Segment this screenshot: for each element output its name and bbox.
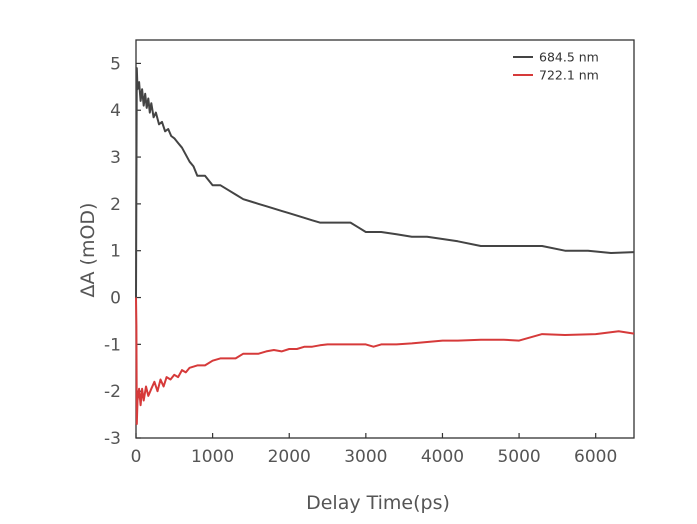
y-axis: -3 -2 -1 0 1 2 3 4 5 [104, 54, 141, 449]
y-axis-label: ΔA (mOD) [77, 203, 99, 298]
y-tick-label: -1 [104, 335, 121, 355]
legend-entry-label: 684.5 nm [539, 50, 599, 65]
series-layer [135, 67, 635, 425]
x-tick-label: 2000 [268, 447, 311, 467]
y-tick-label: 5 [110, 54, 121, 74]
x-tick-label: 3000 [344, 447, 387, 467]
series-line-2 [135, 297, 635, 425]
x-axis: 0 1000 2000 3000 4000 5000 6000 [131, 433, 617, 467]
series-line-1 [135, 67, 635, 298]
y-tick-label: 4 [110, 101, 121, 121]
y-tick-label: -3 [104, 429, 121, 449]
x-axis-label: Delay Time(ps) [306, 492, 450, 514]
x-tick-label: 0 [131, 447, 142, 467]
legend-entry-label: 722.1 nm [539, 68, 599, 83]
x-tick-label: 5000 [497, 447, 540, 467]
x-tick-label: 1000 [191, 447, 234, 467]
y-tick-label: 2 [110, 195, 121, 215]
y-tick-label: 0 [110, 289, 121, 309]
x-tick-label: 6000 [574, 447, 617, 467]
y-tick-label: 1 [110, 242, 121, 262]
y-tick-label: 3 [110, 148, 121, 168]
x-tick-label: 4000 [421, 447, 464, 467]
plot-frame [135, 39, 635, 439]
y-tick-label: -2 [104, 382, 121, 402]
legend: 684.5 nm 722.1 nm [513, 50, 599, 83]
